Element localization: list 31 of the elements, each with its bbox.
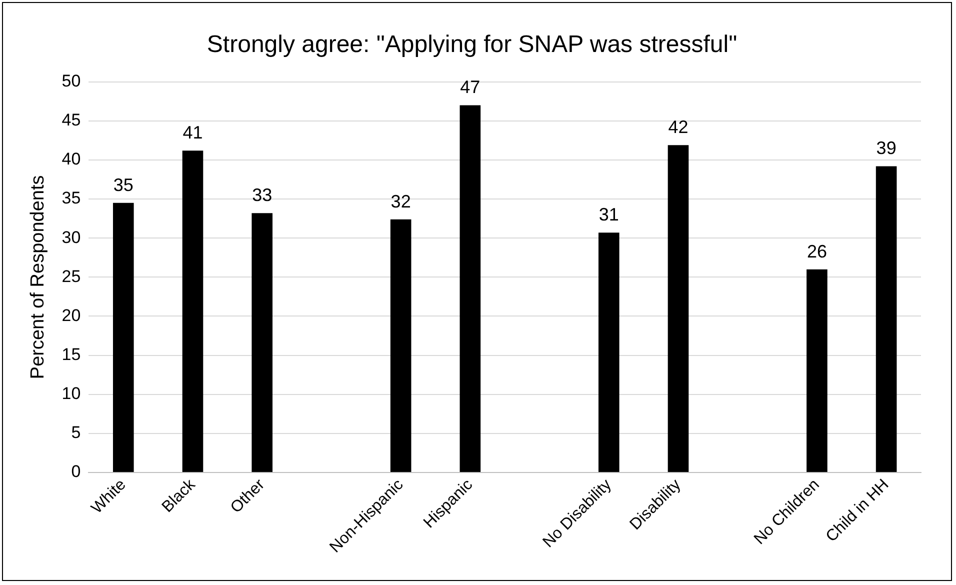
bar (252, 213, 273, 472)
y-tick-label: 10 (62, 384, 81, 404)
y-tick-label: 20 (62, 306, 81, 325)
bar (876, 166, 897, 472)
data-label: 42 (668, 117, 688, 138)
y-tick-label: 15 (62, 344, 81, 364)
y-tick-label: 40 (62, 150, 81, 169)
data-label: 41 (182, 122, 203, 143)
data-label: 32 (390, 191, 411, 212)
data-label: 31 (598, 204, 619, 225)
y-tick-label: 5 (71, 423, 81, 442)
y-tick-label: 30 (62, 228, 81, 247)
y-tick-label: 25 (62, 266, 81, 286)
data-label: 39 (876, 138, 896, 158)
bar (390, 219, 412, 472)
bar (460, 105, 481, 472)
data-label: 33 (252, 185, 272, 206)
bar (112, 202, 134, 472)
y-tick-label: 0 (71, 462, 81, 482)
data-label: 47 (460, 77, 480, 98)
chart-title: Strongly agree: "Applying for SNAP was stressful" (206, 31, 738, 58)
bar (806, 269, 828, 472)
data-label: 35 (113, 174, 134, 195)
y-tick-label: 35 (62, 188, 81, 208)
y-tick-label: 45 (62, 110, 81, 130)
bar (668, 145, 689, 472)
data-label: 26 (806, 241, 827, 262)
bar (182, 150, 204, 472)
bar (598, 232, 620, 472)
y-tick-label: 50 (62, 71, 81, 90)
y-axis-title: Percent of Respondents (28, 175, 49, 380)
